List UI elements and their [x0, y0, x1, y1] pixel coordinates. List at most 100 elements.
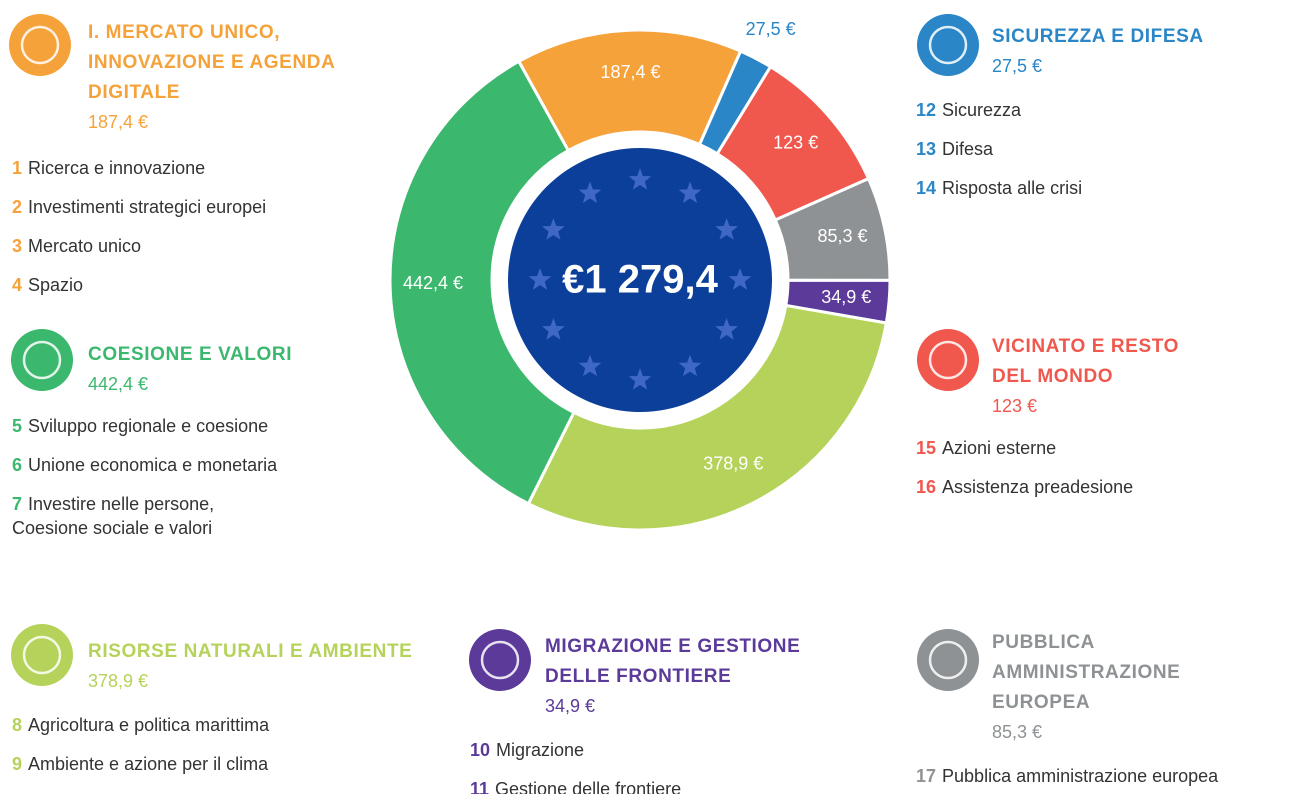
group-title: COESIONE E VALORI	[88, 344, 293, 365]
star	[678, 354, 702, 377]
item-text: Investire nelle persone, Coesione social…	[12, 493, 215, 538]
item-text: Risposta alle crisi	[942, 177, 1083, 198]
star	[628, 168, 652, 190]
item-text: Sicurezza	[942, 99, 1022, 120]
item: 5 Sviluppo regionale e coesione	[12, 406, 392, 445]
star	[542, 218, 565, 240]
group-title: I. MERCATO UNICO, INNOVAZIONE E AGENDA D…	[88, 22, 335, 103]
item-text: Investimenti strategici europei	[28, 196, 267, 217]
group-icon-ring	[22, 340, 62, 380]
group-header: RISORSE NATURALI E AMBIENTE 378,9 €	[88, 637, 468, 695]
group-amount: 378,9 €	[88, 671, 149, 691]
star	[715, 218, 738, 240]
item-number: 15	[916, 437, 937, 458]
item: 8 Agricoltura e politica marittima	[12, 705, 392, 744]
group-items: 5 Sviluppo regionale e coesione 6 Unione ec…	[12, 406, 392, 547]
group-amount: 442,4 €	[88, 374, 149, 394]
item: 7 Investire nelle persone, Coesione socia…	[12, 484, 277, 547]
item-number: 6	[12, 454, 23, 475]
group-icon	[917, 14, 979, 76]
group-icon	[469, 629, 531, 691]
group-icon-ring	[928, 25, 968, 65]
item-number: 11	[470, 778, 490, 794]
group-header: SICUREZZA E DIFESA 27,5 €	[992, 22, 1292, 80]
star	[628, 368, 652, 390]
item: 13 Difesa	[916, 129, 1296, 168]
group-icon	[917, 629, 979, 691]
group-icon-ring	[928, 340, 968, 380]
item: 12 Sicurezza	[916, 90, 1296, 129]
segment-label: 85,3 €	[818, 226, 868, 246]
group-icon	[917, 329, 979, 391]
group-header: COESIONE E VALORI 442,4 €	[88, 340, 388, 398]
item-number: 5	[12, 415, 23, 436]
segment-label: 378,9 €	[703, 454, 763, 474]
item-text: Ricerca e innovazione	[28, 157, 206, 178]
item-number: 4	[12, 274, 23, 295]
star	[715, 318, 738, 340]
group-title: VICINATO E RESTO DEL MONDO	[992, 336, 1179, 387]
item-text: Unione economica e monetaria	[28, 454, 278, 475]
item-text: Azioni esterne	[942, 437, 1057, 458]
segment-label: 187,4 €	[600, 62, 660, 82]
item-text: Agricoltura e politica marittima	[28, 714, 270, 735]
group-icon	[11, 624, 73, 686]
segment-label: 442,4 €	[403, 273, 463, 293]
item: 1 Ricerca e innovazione	[12, 148, 392, 187]
item-number: 7	[12, 493, 23, 514]
star	[578, 354, 602, 377]
group-amount: 34,9 €	[545, 696, 596, 716]
group-header: VICINATO E RESTO DEL MONDO 123 €	[992, 332, 1222, 420]
item-number: 12	[916, 99, 937, 120]
segment-label: 27,5 €	[746, 19, 796, 39]
item: 16 Assistenza preadesione	[916, 467, 1296, 506]
donut-segment	[526, 303, 889, 532]
center-label: €1 279,4	[562, 258, 718, 302]
item: 9 Ambiente e azione per il clima	[12, 744, 392, 783]
group-items: 12 Sicurezza 13 Difesa 14 Risposta alle crisi	[916, 90, 1296, 207]
group-title: SICUREZZA E DIFESA	[992, 26, 1204, 47]
item: 4 Spazio	[12, 265, 392, 304]
item-number: 3	[12, 235, 23, 256]
item-number: 1	[12, 157, 23, 178]
item-number: 10	[470, 739, 491, 760]
star	[678, 181, 702, 204]
item-text: Assistenza preadesione	[942, 476, 1134, 497]
item-number: 8	[12, 714, 23, 735]
item-text: Gestione delle frontiere	[495, 778, 682, 794]
group-items: 1 Ricerca e innovazione 2 Investimenti stra…	[12, 148, 392, 304]
item-number: 9	[12, 753, 23, 774]
item: 3 Mercato unico	[12, 226, 392, 265]
segment-label: 34,9 €	[821, 287, 871, 307]
group-header: PUBBLICA AMMINISTRAZIONE EUROPEA 85,3 €	[992, 628, 1232, 746]
group-icon-ring	[20, 25, 60, 65]
group-icon-ring	[928, 640, 968, 680]
item: 10 Migrazione	[470, 730, 850, 769]
donut-segment	[388, 59, 576, 506]
item-number: 14	[916, 177, 937, 198]
group-title: PUBBLICA AMMINISTRAZIONE EUROPEA	[992, 632, 1181, 713]
star	[728, 268, 752, 290]
item: 17 Pubblica amministrazione europea	[916, 756, 1296, 794]
group-amount: 85,3 €	[992, 722, 1043, 742]
star	[578, 181, 602, 204]
star	[528, 268, 552, 290]
group-title: RISORSE NATURALI E AMBIENTE	[88, 641, 413, 662]
item-text: Sviluppo regionale e coesione	[28, 415, 269, 436]
group-header: MIGRAZIONE E GESTIONE DELLE FRONTIERE 34,…	[545, 632, 855, 720]
item: 11 Gestione delle frontiere	[470, 769, 850, 794]
group-header: I. MERCATO UNICO, INNOVAZIONE E AGENDA D…	[88, 18, 388, 136]
item-number: 16	[916, 476, 937, 497]
item: 6 Unione economica e monetaria	[12, 445, 392, 484]
group-icon	[9, 14, 71, 76]
group-amount: 27,5 €	[992, 56, 1043, 76]
item: 15 Azioni esterne	[916, 428, 1296, 467]
center-disc	[508, 148, 772, 412]
item-text: Difesa	[942, 138, 994, 159]
group-items: 10 Migrazione 11 Gestione delle frontiere	[470, 730, 850, 794]
group-items: 17 Pubblica amministrazione europea	[916, 756, 1296, 794]
group-icon-ring	[480, 640, 520, 680]
item-text: Mercato unico	[28, 235, 142, 256]
item-text: Pubblica amministrazione europea	[942, 765, 1219, 786]
